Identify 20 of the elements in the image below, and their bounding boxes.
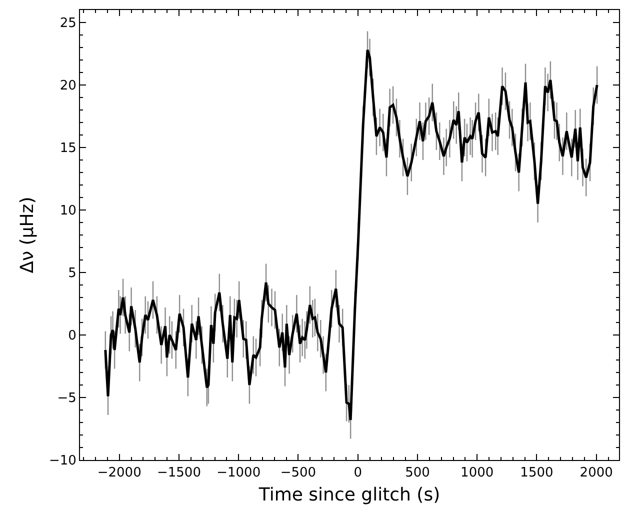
y-tick-label: 25: [60, 16, 76, 32]
x-tick-label: 0: [354, 466, 362, 481]
y-tick-label: 10: [60, 204, 76, 219]
y-axis-title: Δν (μHz): [17, 196, 38, 274]
line-series: [104, 48, 598, 422]
x-tick-label: 1500: [520, 466, 554, 481]
y-tick-label: 20: [60, 78, 76, 94]
x-axis-title: Time since glitch (s): [258, 484, 440, 506]
x-tick-label: −1500: [156, 466, 201, 481]
x-tick-label: 2000: [580, 466, 613, 481]
x-tick-label: 1000: [460, 466, 494, 481]
y-tick-label: 5: [68, 266, 76, 282]
x-tick-label: −2000: [97, 466, 142, 481]
y-tick-label: −10: [48, 454, 76, 469]
y-tick-label: 15: [60, 141, 76, 156]
x-tick-label: −1000: [216, 466, 261, 481]
y-tick-label: −5: [57, 391, 76, 406]
x-tick-label: 500: [405, 466, 430, 481]
y-tick-label: 0: [68, 328, 76, 344]
x-tick-label: −500: [280, 466, 316, 481]
